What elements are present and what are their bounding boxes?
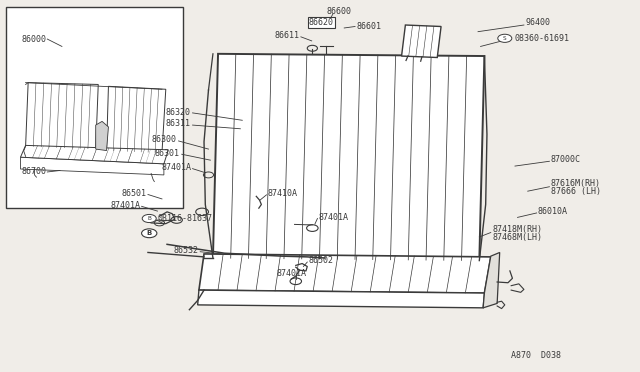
Text: 87401A: 87401A [277,269,307,278]
Circle shape [498,34,512,42]
Text: 86611: 86611 [275,31,300,40]
Text: 87401A: 87401A [319,212,349,221]
Text: 86502: 86502 [308,256,333,265]
Text: 87418M(RH): 87418M(RH) [492,225,542,234]
Polygon shape [483,253,500,308]
Text: 87401A: 87401A [110,201,140,210]
Polygon shape [26,83,99,149]
Text: 86010A: 86010A [538,206,568,216]
Polygon shape [199,254,491,293]
Text: B: B [147,216,151,221]
Text: 87666 (LH): 87666 (LH) [550,187,601,196]
Polygon shape [213,54,484,260]
Text: 86320: 86320 [166,108,191,118]
Text: 87468M(LH): 87468M(LH) [492,233,542,242]
Polygon shape [198,290,484,308]
Polygon shape [401,25,441,58]
Circle shape [141,229,157,238]
Text: 86600: 86600 [326,7,351,16]
Text: 87401A: 87401A [161,163,191,172]
Text: 86300: 86300 [152,135,177,144]
Text: 87410A: 87410A [268,189,298,198]
Polygon shape [20,157,164,175]
Text: 87000C: 87000C [550,155,580,164]
Text: 86532: 86532 [174,246,199,255]
Text: B: B [147,230,152,236]
Bar [6,7,183,208]
Polygon shape [96,121,108,151]
Text: 87616M(RH): 87616M(RH) [550,179,601,188]
Text: 86700: 86700 [22,167,47,176]
Text: 86000: 86000 [22,35,47,44]
Text: S: S [503,36,507,41]
Text: 08360-61691: 08360-61691 [515,34,570,43]
Text: 86301: 86301 [155,149,180,158]
Text: 08116-81637: 08116-81637 [157,214,212,223]
Polygon shape [20,145,168,164]
Text: 86311: 86311 [166,119,191,128]
Text: 86601: 86601 [357,22,382,31]
Text: 96400: 96400 [525,18,550,27]
Circle shape [142,214,156,222]
Text: 86501: 86501 [122,189,147,198]
Text: A870  D038: A870 D038 [511,351,561,360]
Text: 86620: 86620 [308,18,334,27]
Polygon shape [106,86,166,153]
